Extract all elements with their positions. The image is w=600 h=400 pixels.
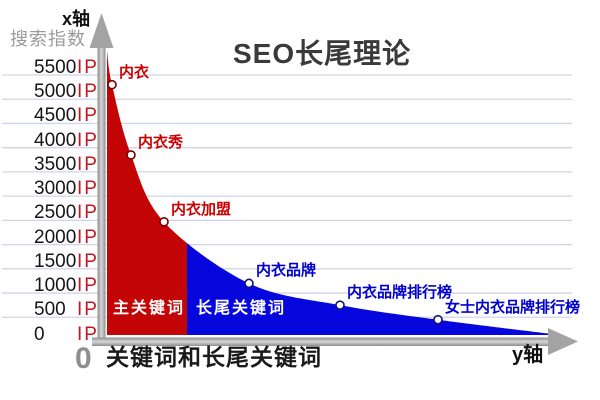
y-tick-label: 5000IP	[34, 82, 99, 102]
point-label: 内衣	[119, 63, 150, 81]
tick-value: 5000	[34, 81, 77, 103]
tick-value: 1000	[34, 275, 77, 297]
y-tick-label: 1500IP	[34, 250, 99, 272]
data-point-marker	[335, 300, 345, 310]
point-label: 内衣加盟	[171, 200, 232, 218]
origin-label: 0	[75, 342, 92, 375]
tick-unit: IP	[77, 323, 99, 345]
tick-value: 2000	[34, 226, 77, 248]
tick-unit: IP	[77, 129, 99, 151]
region-label-main-keywords: 主关键词	[113, 300, 186, 317]
tick-value: 4000	[34, 129, 77, 151]
data-point-marker	[159, 217, 169, 227]
point-label: 女士内衣品牌排行榜	[445, 298, 581, 316]
tick-unit: IP	[77, 81, 99, 103]
axes	[89, 13, 578, 355]
horizontal-axis-shaft	[92, 337, 550, 346]
horizontal-axis-name: y轴	[512, 344, 544, 366]
y-tick-label: 4500IP	[34, 106, 99, 126]
y-tick-label: 3500IP	[34, 153, 99, 175]
data-point-marker	[244, 278, 254, 289]
tick-value: 4500	[34, 105, 77, 127]
horizontal-axis-arrowhead	[548, 328, 578, 355]
vertical-axis-meaning: 搜索指数	[10, 29, 86, 49]
gridlines	[2, 74, 572, 318]
head-area	[107, 50, 187, 335]
point-label: 内衣品牌	[256, 262, 317, 280]
tick-value: 3000	[34, 178, 77, 200]
vertical-axis-arrowhead	[89, 13, 114, 48]
data-point-markers	[107, 79, 443, 325]
point-label: 内衣秀	[138, 133, 184, 151]
y-tick-label: 4000IP	[34, 129, 99, 151]
tick-value: 0	[34, 323, 45, 345]
tick-unit: IP	[77, 202, 99, 224]
data-point-marker	[126, 150, 136, 160]
tail-area	[187, 243, 554, 335]
y-tick-label: 0 IP	[34, 323, 99, 345]
tick-unit: IP	[77, 57, 99, 78]
tick-unit: IP	[77, 178, 99, 200]
data-point-marker	[107, 79, 117, 90]
tick-unit: IP	[77, 153, 99, 175]
data-point-marker	[433, 314, 443, 325]
tick-unit: IP	[77, 105, 99, 127]
vertical-axis-shaft	[97, 44, 106, 346]
tick-value: 1500	[34, 250, 77, 272]
area-series	[107, 50, 554, 335]
tick-value: 500	[34, 299, 66, 321]
tick-unit: IP	[77, 275, 99, 297]
tick-unit: IP	[77, 250, 99, 272]
tick-value: 2500	[34, 202, 77, 224]
point-label: 内衣品牌排行榜	[347, 284, 453, 302]
y-tick-label: 2000IP	[34, 226, 99, 248]
tick-unit: IP	[77, 299, 99, 321]
y-tick-label: 5500IP	[34, 58, 99, 78]
y-tick-label: 3000IP	[34, 179, 99, 199]
vertical-axis-name: x轴	[62, 9, 91, 29]
y-tick-label: 500 IP	[34, 300, 99, 320]
tick-value: 3500	[34, 153, 77, 175]
chart-title: SEO长尾理论	[233, 38, 412, 69]
y-tick-label: 1000IP	[34, 276, 99, 296]
tick-value: 5500	[34, 57, 77, 78]
tick-unit: IP	[77, 226, 99, 248]
horizontal-axis-caption: 关键词和长尾关键词	[106, 344, 322, 370]
region-label-longtail-keywords: 长尾关键词	[196, 300, 287, 317]
y-tick-label: 2500IP	[34, 203, 99, 223]
